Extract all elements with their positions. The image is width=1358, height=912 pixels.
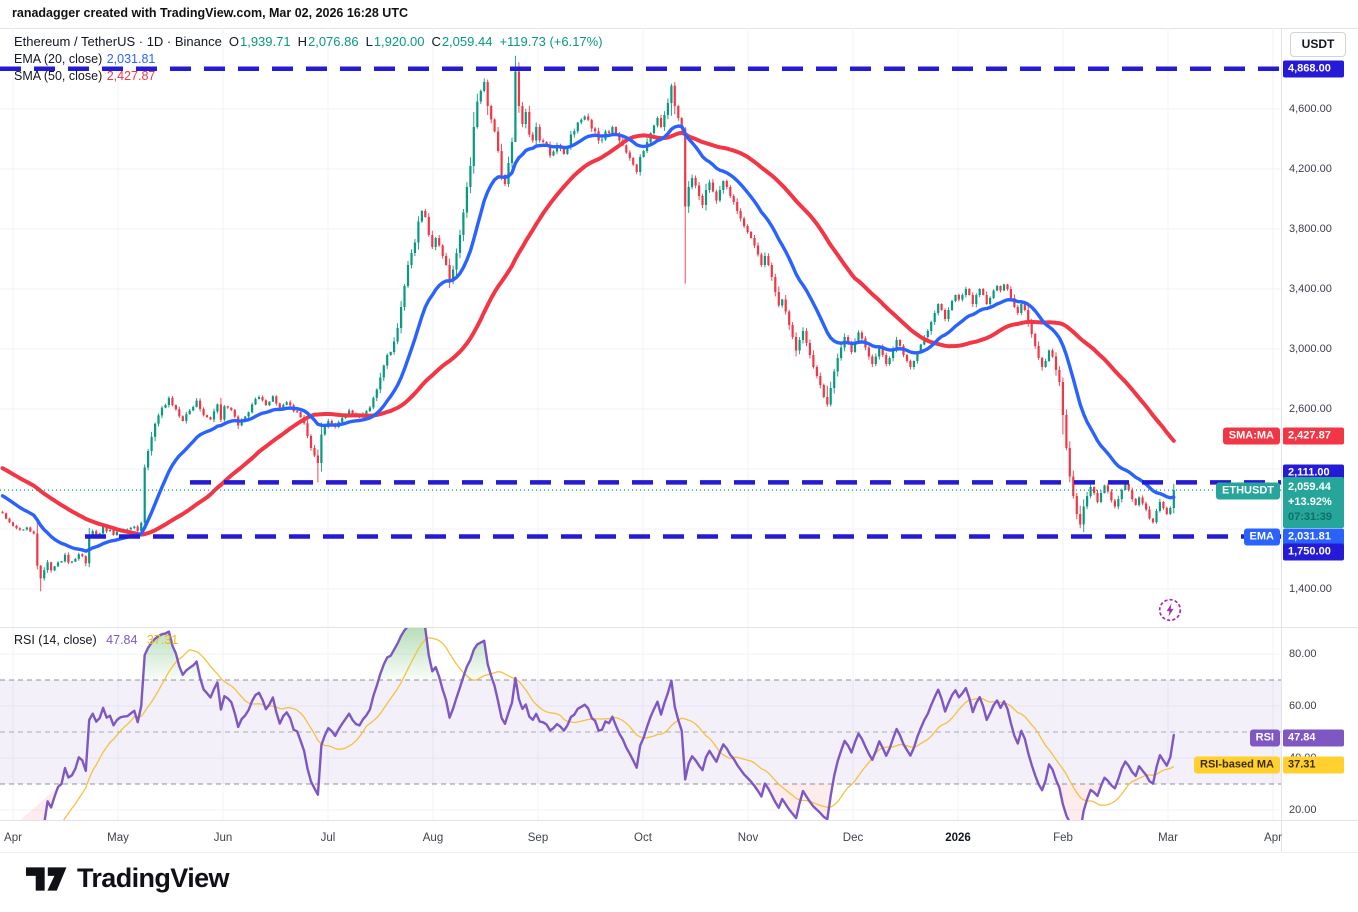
ema-legend-row[interactable]: EMA (20, close) 2,031.81 (14, 52, 155, 66)
tradingview-logo-text: TradingView (77, 863, 230, 893)
axis-price-label: 60.00 (1289, 700, 1317, 712)
time-axis-label[interactable]: Jun (213, 832, 233, 844)
axis-price-label: 20.00 (1289, 804, 1317, 816)
axis-price-label: 3,800.00 (1289, 223, 1332, 235)
axis-price-label: 2,600.00 (1289, 403, 1332, 415)
time-axis-divider (0, 820, 1358, 821)
ema-value: 2,031.81 (106, 52, 156, 66)
header-divider (0, 28, 1358, 29)
time-axis-label[interactable]: Oct (634, 832, 652, 844)
time-axis-label[interactable]: Mar (1158, 832, 1178, 844)
rsi-ma-value: 37.31 (146, 633, 179, 647)
axis-price-badge: 4,868.00 (1283, 60, 1344, 78)
ohlc-value: 2,076.86 (307, 34, 359, 49)
ohlc-key: H (297, 34, 307, 49)
series-floating-label: EMA (1243, 528, 1280, 546)
ohlc-value: 2,059.44 (441, 34, 493, 49)
axis-price-label: 4,200.00 (1289, 163, 1332, 175)
axis-price-label: 1,400.00 (1289, 583, 1332, 595)
time-axis-label[interactable]: 2026 (945, 832, 971, 844)
ema-label: EMA (20, close) (14, 52, 103, 66)
sma-label: SMA (50, close) (14, 69, 103, 83)
last-change: +13.92% (1288, 496, 1332, 508)
time-axis-label[interactable]: Dec (842, 832, 864, 844)
rsi-label: RSI (14, close) (14, 633, 97, 647)
rsi-legend-row[interactable]: RSI (14, close) 47.84 37.31 (14, 633, 178, 647)
ohlc-key: O (228, 34, 239, 49)
axis-price-badge: 1,750.00 (1283, 543, 1344, 561)
lightning-icon (1158, 598, 1182, 622)
time-axis-label[interactable]: Apr (1264, 832, 1282, 844)
series-floating-label: RSI (1249, 729, 1280, 747)
axis-price-badge: 2,031.81 (1283, 528, 1344, 546)
series-floating-label: RSI-based MA (1194, 756, 1280, 774)
axis-price-badge: 47.84 (1283, 729, 1344, 747)
pane-divider[interactable] (0, 627, 1358, 628)
axis-price-label: 4,600.00 (1289, 103, 1332, 115)
ohlc-value: +119.73 (+6.17%) (499, 34, 603, 49)
sma-value: 2,427.87 (106, 69, 156, 83)
axis-price-badge: 37.31 (1283, 756, 1344, 774)
sma-legend-row[interactable]: SMA (50, close) 2,427.87 (14, 69, 155, 83)
axis-price-label: 3,000.00 (1289, 343, 1332, 355)
currency-toggle-button[interactable]: USDT (1290, 32, 1346, 57)
series-floating-label: ETHUSDT (1216, 482, 1280, 500)
ohlc-key: C (431, 34, 441, 49)
ohlc-value: 1,939.71 (239, 34, 291, 49)
creator-line: ranadagger created with TradingView.com,… (12, 6, 408, 20)
tradingview-logo-mark (26, 866, 67, 891)
ohlc-values: O1,939.71 H2,076.86 L1,920.00 C2,059.44 +119… (222, 34, 603, 49)
ohlc-key: L (365, 34, 373, 49)
series-floating-label: SMA:MA (1222, 427, 1280, 445)
time-axis-label[interactable]: Feb (1053, 832, 1073, 844)
ohlc-value: 1,920.00 (373, 34, 425, 49)
axis-price-label: 80.00 (1289, 648, 1317, 660)
rsi-pane[interactable] (0, 627, 1281, 820)
rsi-value: 47.84 (106, 633, 138, 647)
main-price-pane[interactable] (0, 28, 1281, 627)
time-axis-label[interactable]: Sep (527, 832, 549, 844)
symbol-title[interactable]: Ethereum / TetherUS · 1D · Binance (14, 34, 222, 49)
price-axis-divider (1281, 28, 1282, 852)
time-axis-label[interactable]: Aug (422, 832, 444, 844)
time-axis-label[interactable]: Nov (737, 832, 759, 844)
last-price-badge: 2,059.44 +13.92% 07:31:39 (1283, 477, 1344, 528)
symbol-legend-row[interactable]: Ethereum / TetherUS · 1D · Binance O1,939… (14, 34, 603, 49)
time-axis-label[interactable]: May (107, 832, 129, 844)
time-axis-label[interactable]: Apr (4, 832, 22, 844)
last-price: 2,059.44 (1288, 481, 1331, 493)
axis-price-label: 3,400.00 (1289, 283, 1332, 295)
chart-bottom-divider (0, 852, 1358, 853)
time-axis-label[interactable]: Jul (320, 832, 336, 844)
tradingview-logo[interactable]: TradingView (26, 863, 230, 894)
quick-action-button[interactable] (1158, 598, 1182, 622)
bar-countdown: 07:31:39 (1288, 511, 1333, 523)
axis-price-badge: 2,427.87 (1283, 427, 1344, 445)
